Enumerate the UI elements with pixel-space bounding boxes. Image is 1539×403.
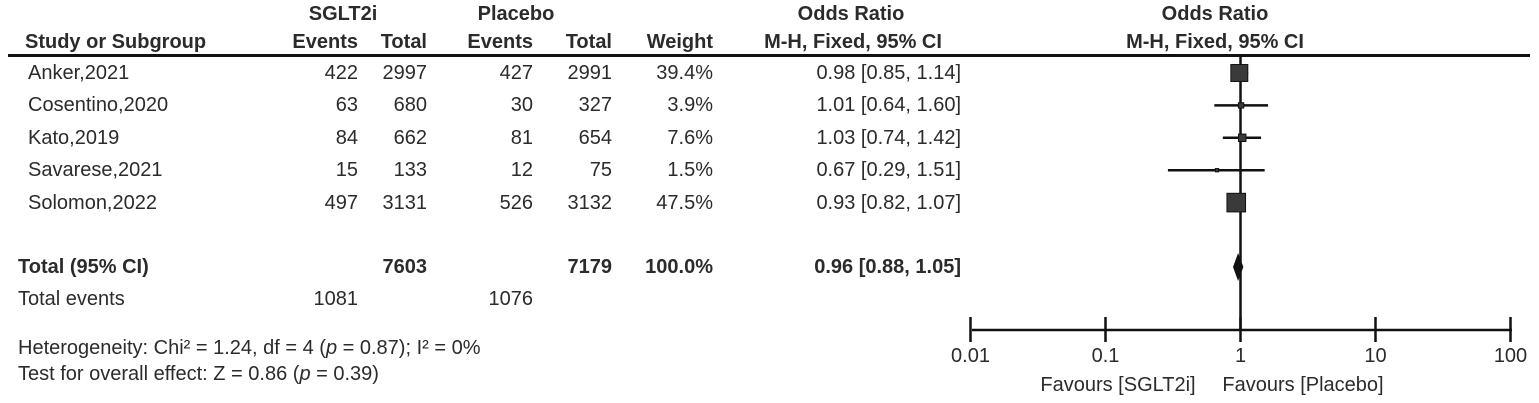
axis-tick-label: 10 xyxy=(1364,345,1386,367)
total-events-events-2: 1076 xyxy=(488,288,534,310)
text-segment: p xyxy=(299,363,311,385)
cell-or_ci: 1.01 [0.64, 1.60] xyxy=(816,94,961,117)
cell-total1: 133 xyxy=(393,159,427,182)
text-segment: Heterogeneity: Chi² = 1.24, df = 4 ( xyxy=(18,337,326,359)
text-segment: = 0.87); I² = 0% xyxy=(337,337,481,359)
or-square xyxy=(1230,64,1249,82)
total-events-events-1: 1081 xyxy=(313,288,359,310)
cell-events2: 526 xyxy=(499,191,533,214)
col-header-events-1: Events xyxy=(292,31,358,53)
favours-left-label: Favours [SGLT2i] xyxy=(1040,374,1195,396)
study-label: Cosentino,2020 xyxy=(28,94,169,117)
group-header-sglt2i: SGLT2i xyxy=(308,3,378,25)
cell-weight: 3.9% xyxy=(667,94,713,117)
cell-total1: 3131 xyxy=(382,191,428,214)
total-row-label: Total (95% CI) xyxy=(18,256,149,278)
study-label: Savarese,2021 xyxy=(28,159,163,182)
cell-weight: 47.5% xyxy=(656,191,713,214)
cell-events2: 30 xyxy=(510,94,533,117)
cell-total2: 3132 xyxy=(567,191,613,214)
total-row-or-ci: 0.96 [0.88, 1.05] xyxy=(814,256,961,278)
study-label: Anker,2021 xyxy=(28,62,130,84)
cell-total2: 75 xyxy=(589,159,612,182)
col-header-weight: Weight xyxy=(646,31,713,53)
cell-or_ci: 1.03 [0.74, 1.42] xyxy=(816,126,961,149)
or-square xyxy=(1238,133,1247,143)
header-odds-ratio-right: Odds Ratio xyxy=(1161,3,1269,25)
cell-events2: 81 xyxy=(510,126,533,149)
heterogeneity-text: Heterogeneity: Chi² = 1.24, df = 4 (p = … xyxy=(18,335,481,361)
cell-events1: 422 xyxy=(324,62,358,84)
col-header-mh-ci-left: M-H, Fixed, 95% CI xyxy=(764,31,942,53)
study-label: Solomon,2022 xyxy=(28,191,157,214)
axis-tick-label: 1 xyxy=(1235,345,1246,367)
total-row-total-1: 7603 xyxy=(382,256,428,278)
cell-or_ci: 0.93 [0.82, 1.07] xyxy=(816,191,961,214)
group-header-placebo: Placebo xyxy=(477,3,555,25)
total-diamond xyxy=(1233,253,1244,281)
axis-tick-label: 0.1 xyxy=(1092,345,1120,367)
axis-tick-label: 0.01 xyxy=(951,345,990,367)
cell-weight: 39.4% xyxy=(656,62,713,84)
study-label: Kato,2019 xyxy=(28,126,120,149)
cell-events2: 427 xyxy=(499,62,533,84)
col-header-total-2: Total xyxy=(565,31,612,53)
cell-total1: 662 xyxy=(393,126,427,149)
col-header-total-1: Total xyxy=(380,31,427,53)
cell-total2: 654 xyxy=(578,126,612,149)
cell-total1: 680 xyxy=(393,94,427,117)
cell-weight: 1.5% xyxy=(667,159,713,182)
axis-tick-label: 100 xyxy=(1494,345,1527,367)
col-header-study: Study or Subgroup xyxy=(25,31,207,53)
text-segment: Test for overall effect: Z = 0.86 ( xyxy=(18,363,300,385)
cell-events2: 12 xyxy=(510,159,533,182)
or-square xyxy=(1237,102,1245,109)
total-row-weight: 100.0% xyxy=(645,256,713,278)
cell-weight: 7.6% xyxy=(667,126,713,149)
or-square xyxy=(1226,192,1247,213)
text-segment: p xyxy=(325,337,338,359)
cell-total2: 2991 xyxy=(567,62,613,84)
or-square xyxy=(1214,168,1220,173)
total-row-total-2: 7179 xyxy=(567,256,613,278)
cell-events1: 15 xyxy=(335,159,358,182)
text-segment: = 0.39) xyxy=(310,363,379,385)
cell-events1: 497 xyxy=(324,191,358,214)
cell-total2: 327 xyxy=(578,94,612,117)
col-header-events-2: Events xyxy=(467,31,533,53)
favours-right-label: Favours [Placebo] xyxy=(1222,374,1383,396)
cell-events1: 63 xyxy=(335,94,358,117)
col-header-mh-ci-right: M-H, Fixed, 95% CI xyxy=(1126,31,1304,53)
cell-total1: 2997 xyxy=(382,62,428,84)
cell-or_ci: 0.67 [0.29, 1.51] xyxy=(816,159,961,182)
header-odds-ratio-left: Odds Ratio xyxy=(797,3,905,25)
total-events-label: Total events xyxy=(18,288,125,310)
cell-events1: 84 xyxy=(335,126,358,149)
cell-or_ci: 0.98 [0.85, 1.14] xyxy=(816,62,961,84)
overall-effect-text: Test for overall effect: Z = 0.86 (p = 0… xyxy=(18,361,379,387)
